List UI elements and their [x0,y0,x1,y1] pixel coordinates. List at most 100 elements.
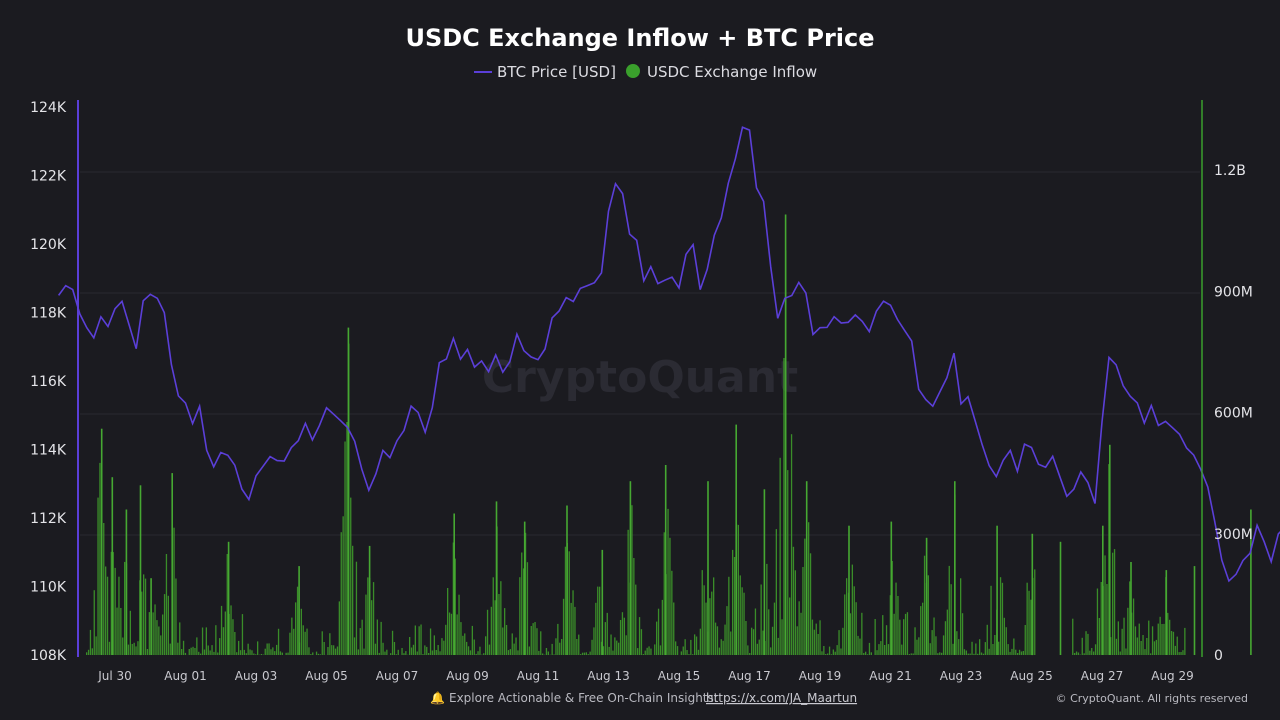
usdc-inflow-bar [274,651,276,655]
usdc-inflow-bar [336,646,339,655]
usdc-inflow-bar [1093,651,1095,655]
usdc-inflow-bar [143,574,145,655]
usdc-inflow-bar [694,634,696,655]
usdc-inflow-bar [405,651,407,655]
usdc-inflow-bar [752,629,755,655]
usdc-inflow-bar [479,646,481,655]
usdc-inflow-bar [889,595,891,655]
usdc-inflow-bar [965,650,967,655]
usdc-inflow-bar [534,622,536,655]
usdc-inflow-bar [304,631,306,655]
usdc-inflow-bar [614,637,616,655]
usdc-inflow-bar [751,627,753,655]
usdc-inflow-bar [980,652,983,655]
usdc-inflow-bar [1115,638,1118,655]
usdc-inflow-bar [747,645,749,655]
usdc-inflow-bar [790,434,793,655]
usdc-inflow-bar [89,629,92,655]
left-tick-label: 110K [30,580,67,596]
usdc-inflow-bar [281,652,283,655]
usdc-inflow-bar [247,643,249,655]
usdc-inflow-bar [226,554,228,655]
usdc-inflow-bar [956,631,958,655]
usdc-inflow-bar [714,622,717,655]
usdc-inflow-bar [540,631,542,655]
usdc-inflow-bar [973,653,975,655]
usdc-inflow-bar [809,553,812,655]
usdc-inflow-bar [585,652,587,655]
usdc-inflow-bar [836,645,838,655]
usdc-inflow-bar [357,649,359,655]
usdc-inflow-bar [775,529,777,655]
usdc-inflow-bar [1100,582,1102,655]
left-tick-label: 116K [30,374,67,390]
usdc-inflow-bar [846,578,848,655]
usdc-inflow-bar [688,654,690,655]
usdc-inflow-bar [760,584,762,655]
usdc-inflow-bar [621,612,624,655]
usdc-inflow-peak-bar [629,481,632,655]
usdc-inflow-bar [616,640,618,655]
x-tick-label: Jul 30 [97,669,132,683]
usdc-inflow-bar [958,639,960,655]
usdc-inflow-bar [116,607,118,655]
usdc-inflow-bar [312,652,314,655]
left-tick-label: 124K [30,100,67,116]
usdc-inflow-bar [608,646,610,655]
usdc-inflow-bar [363,648,365,655]
usdc-inflow-bar [353,637,356,655]
usdc-inflow-bar [743,592,745,655]
usdc-inflow-bar [640,629,643,655]
usdc-inflow-bar [542,653,544,655]
copyright-text: © CryptoQuant. All rights reserved [1056,692,1248,705]
usdc-inflow-bar [855,602,857,655]
usdc-inflow-bar [722,640,724,655]
usdc-inflow-peak-bar [954,481,956,655]
usdc-inflow-bar [473,639,475,655]
usdc-inflow-bar [502,627,504,655]
usdc-inflow-bar [486,609,489,655]
usdc-inflow-bar [287,652,289,655]
usdc-inflow-bar [853,586,855,655]
usdc-inflow-bar [141,591,143,655]
usdc-inflow-bar [500,581,502,655]
usdc-inflow-bar [842,627,844,655]
usdc-inflow-bar [859,638,861,655]
usdc-inflow-bar [591,639,593,655]
usdc-inflow-bar [657,608,660,655]
usdc-inflow-bar [838,630,840,655]
usdc-inflow-peak-bar [664,465,667,655]
legend-usdc-label: USDC Exchange Inflow [647,63,817,81]
usdc-inflow-bar [813,629,815,655]
x-tick-label: Aug 07 [376,669,419,683]
usdc-inflow-bar [937,653,939,655]
usdc-inflow-bar [137,641,139,655]
usdc-inflow-peak-bar [139,485,142,656]
footer-link[interactable]: https://x.com/JA_Maartun [706,691,857,705]
usdc-inflow-bar [998,641,1000,655]
usdc-inflow-bar [344,441,346,655]
usdc-bars [86,214,1252,656]
usdc-inflow-bar [1106,584,1108,655]
usdc-inflow-bar [114,567,116,655]
usdc-inflow-bar [241,614,244,655]
usdc-inflow-bar [1024,625,1026,655]
usdc-inflow-bar [135,646,137,655]
usdc-inflow-bar [606,612,608,655]
x-tick-label: Aug 01 [164,669,207,683]
usdc-inflow-bar [371,600,373,655]
usdc-inflow-bar [901,644,903,655]
usdc-inflow-bar [340,532,342,655]
usdc-inflow-bar [424,645,426,655]
usdc-inflow-bar [804,538,806,655]
usdc-inflow-peak-bar [368,545,371,655]
usdc-inflow-bar [131,644,133,655]
usdc-inflow-bar [308,647,310,655]
usdc-inflow-bar [661,599,663,655]
grid [80,171,1200,536]
usdc-inflow-bar [999,577,1002,655]
usdc-inflow-bar [1132,598,1135,655]
usdc-inflow-bar [239,650,242,655]
usdc-inflow-bar [927,575,929,655]
usdc-inflow-bar [374,643,377,655]
